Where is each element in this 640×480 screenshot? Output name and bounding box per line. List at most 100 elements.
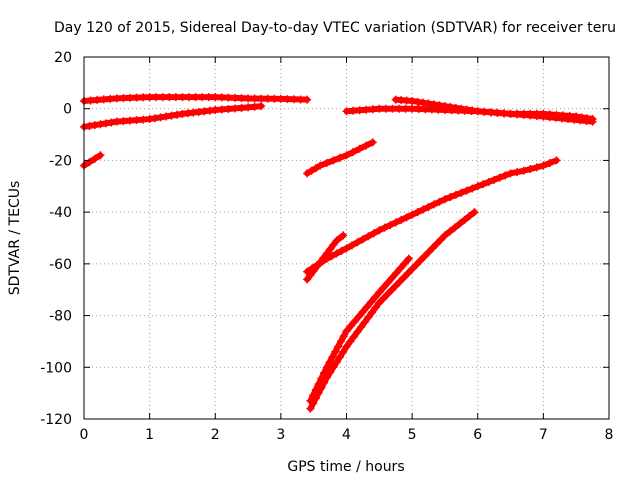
data-track xyxy=(80,93,312,105)
data-point xyxy=(545,159,554,168)
data-point xyxy=(501,171,510,180)
y-tick-label: 20 xyxy=(54,50,72,66)
data-point xyxy=(484,177,493,186)
data-track xyxy=(306,254,413,405)
data-point xyxy=(465,212,474,221)
data-point xyxy=(387,273,396,282)
data-point xyxy=(419,205,428,214)
data-point xyxy=(349,332,358,341)
data-point xyxy=(303,275,312,284)
data-point xyxy=(375,298,384,307)
data-point xyxy=(588,117,597,126)
data-point xyxy=(424,248,433,257)
data-point xyxy=(306,404,315,413)
data-point xyxy=(337,246,346,255)
x-tick-label: 0 xyxy=(80,427,89,443)
data-track-line xyxy=(304,157,560,275)
data-point xyxy=(357,323,366,332)
data-point xyxy=(473,182,482,191)
data-point xyxy=(435,197,444,206)
data-point xyxy=(396,264,405,273)
data-point xyxy=(96,151,105,160)
data-point xyxy=(408,265,417,274)
data-point xyxy=(90,154,99,163)
data-point xyxy=(404,254,413,263)
data-point xyxy=(519,166,528,175)
data-point xyxy=(314,389,323,398)
data-point xyxy=(329,363,338,372)
chart-title: Day 120 of 2015, Sidereal Day-to-day VTE… xyxy=(54,20,616,36)
data-point xyxy=(369,229,378,238)
data-point xyxy=(85,121,94,130)
data-point xyxy=(350,317,359,326)
y-tick-label: -120 xyxy=(40,412,72,428)
y-tick-label: 0 xyxy=(63,102,72,118)
data-point xyxy=(386,221,395,230)
data-point xyxy=(399,273,408,282)
data-point xyxy=(440,195,449,204)
data-point xyxy=(101,119,110,128)
data-point xyxy=(368,308,377,317)
data-point xyxy=(420,252,429,261)
data-point xyxy=(371,293,380,302)
data-point xyxy=(306,271,315,280)
y-tick-label: -80 xyxy=(49,309,72,325)
data-point xyxy=(353,327,362,336)
data-point xyxy=(342,342,351,351)
data-track xyxy=(306,208,479,413)
data-point xyxy=(513,168,522,177)
data-point xyxy=(468,184,477,193)
data-point xyxy=(339,231,348,240)
data-point xyxy=(539,161,548,170)
data-point xyxy=(413,208,422,217)
data-point xyxy=(145,115,154,124)
data-point xyxy=(364,313,373,322)
data-point xyxy=(371,303,380,312)
data-point xyxy=(334,342,343,351)
data-point xyxy=(311,164,320,173)
data-point xyxy=(331,347,340,356)
data-point xyxy=(339,332,348,341)
data-point xyxy=(364,232,373,241)
data-point xyxy=(506,169,515,178)
data-point xyxy=(328,352,337,361)
data-point xyxy=(307,166,316,175)
data-point xyxy=(329,240,338,249)
data-point xyxy=(325,358,334,367)
data-point xyxy=(383,290,392,299)
data-point xyxy=(358,307,367,316)
data-point xyxy=(397,215,406,224)
data-point xyxy=(312,262,321,271)
x-tick-label: 7 xyxy=(539,427,548,443)
data-point xyxy=(322,159,331,168)
data-track xyxy=(303,156,561,276)
data-point xyxy=(451,190,460,199)
data-point xyxy=(326,368,335,377)
data-point xyxy=(342,327,351,336)
data-point xyxy=(167,111,176,120)
x-tick-label: 1 xyxy=(145,427,154,443)
y-axis-label: SDTVAR / TECUs xyxy=(7,181,23,296)
data-point xyxy=(335,153,344,162)
data-point xyxy=(303,95,312,104)
data-point xyxy=(446,193,455,202)
data-point xyxy=(309,399,318,408)
x-tick-label: 3 xyxy=(276,427,285,443)
data-point xyxy=(362,141,371,150)
data-point xyxy=(90,121,99,130)
data-point xyxy=(379,294,388,303)
data-point xyxy=(462,186,471,195)
data-point xyxy=(107,118,116,127)
data-point xyxy=(424,99,433,108)
data-point xyxy=(339,347,348,356)
data-point xyxy=(353,238,362,247)
data-track xyxy=(80,102,266,131)
data-point xyxy=(450,223,459,232)
data-point xyxy=(327,252,336,261)
data-point xyxy=(408,96,417,105)
data-point xyxy=(408,210,417,219)
data-point xyxy=(552,156,561,165)
axis-ticks: 0 1 2 3 4 5 6 7 8 20 0 -20 -40 -60 -80 -100 -120 xyxy=(40,50,613,443)
data-point xyxy=(375,226,384,235)
